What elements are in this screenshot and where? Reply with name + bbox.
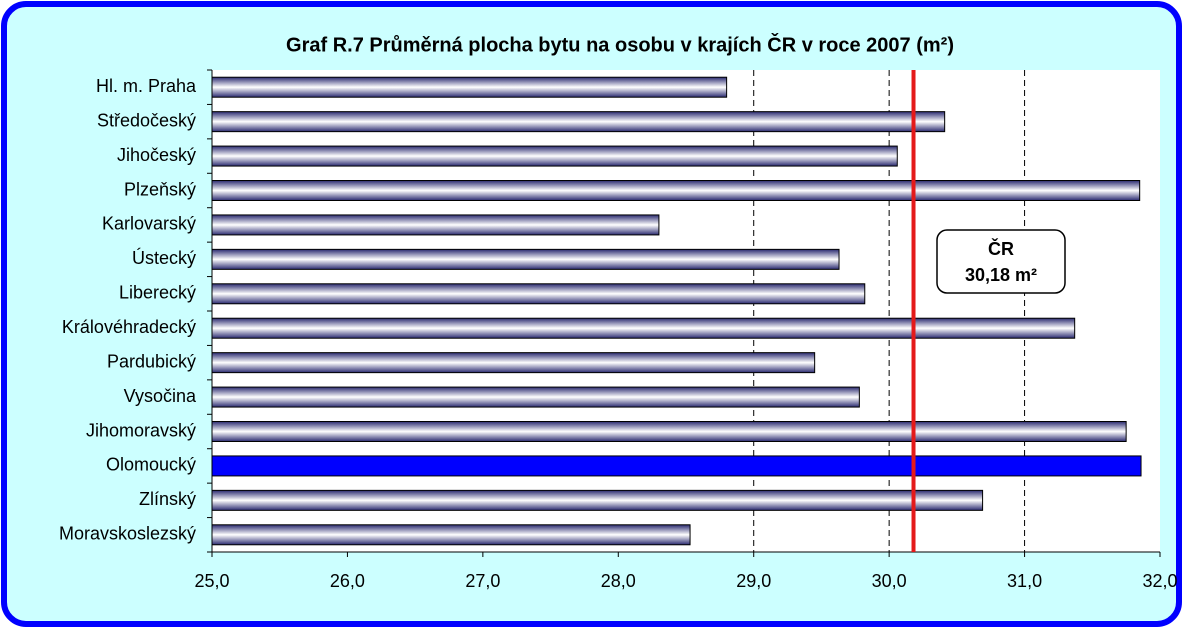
y-tick-label: Hl. m. Praha	[96, 76, 197, 96]
x-tick-label: 27,0	[465, 571, 500, 591]
y-tick-label: Vysočina	[124, 386, 197, 406]
bar	[211, 214, 660, 236]
y-tick-label: Zlínský	[139, 489, 196, 509]
y-tick-label: Ústecký	[132, 247, 196, 268]
bar	[211, 111, 946, 133]
y-tick-label: Olomoucký	[106, 455, 196, 475]
plot-area	[212, 70, 1160, 552]
y-tick-label: Pardubický	[107, 351, 196, 371]
chart-title: Graf R.7 Průměrná plocha bytu na osobu v…	[286, 32, 954, 56]
y-tick-label: Středočeský	[97, 110, 196, 130]
x-tick-label: 29,0	[736, 571, 771, 591]
x-tick-label: 32,0	[1142, 571, 1177, 591]
y-tick-label: Královéhradecký	[62, 317, 196, 337]
bar	[211, 248, 840, 270]
x-tick-label: 30,0	[872, 571, 907, 591]
reference-label: ČR	[988, 238, 1014, 259]
x-tick-label: 25,0	[194, 571, 229, 591]
y-tick-label: Jihomoravský	[86, 420, 196, 440]
y-tick-label: Liberecký	[119, 283, 196, 303]
y-tick-label: Plzeňský	[124, 179, 196, 199]
bar	[211, 76, 728, 98]
bar	[211, 421, 1127, 442]
bar	[211, 352, 816, 374]
bar	[211, 455, 1142, 477]
reference-label: 30,18 m²	[965, 265, 1037, 285]
reference-box	[936, 229, 1066, 294]
bar	[211, 386, 860, 408]
y-tick-label: Karlovarský	[102, 214, 196, 234]
x-tick-label: 31,0	[1007, 571, 1042, 591]
bar	[211, 180, 1141, 201]
bar	[211, 145, 898, 167]
y-tick-label: Jihočeský	[117, 145, 196, 165]
bar	[211, 489, 984, 511]
bar	[211, 283, 866, 305]
y-tick-label: Moravskoslezský	[59, 524, 196, 544]
bar	[211, 317, 1076, 339]
x-tick-label: 26,0	[330, 571, 365, 591]
x-tick-label: 28,0	[601, 571, 636, 591]
bar	[211, 524, 691, 546]
